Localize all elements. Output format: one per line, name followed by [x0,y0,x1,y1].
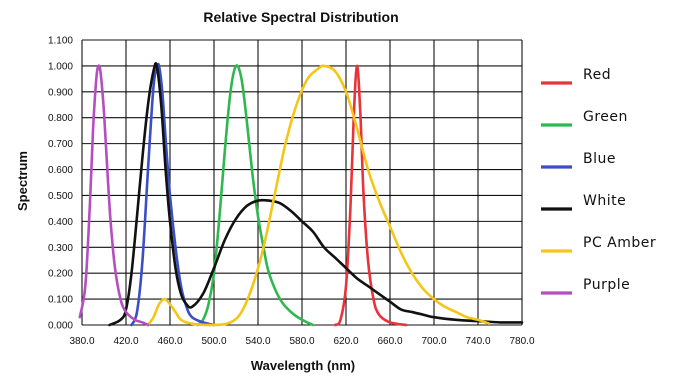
legend: Red Green Blue White PC Amber Purple [541,67,656,295]
x-tick-label: 540.0 [245,336,270,347]
y-tick-label: 0.100 [48,295,73,306]
x-tick-label: 580.0 [289,336,314,347]
y-tick-label: 1.000 [48,61,73,72]
y-tick-label: 0.900 [48,87,73,98]
y-tick-label: 0.800 [48,113,73,124]
x-axis-label: Wavelength (nm) [251,358,355,373]
series-line-pc-amber [146,64,491,327]
legend-label-blue: Blue [583,151,616,167]
legend-label-white: White [583,193,626,209]
y-tick-label: 1.100 [48,36,73,47]
x-tick-label: 700.0 [421,336,446,347]
x-tick-label: 380.0 [69,336,94,347]
x-tick-label: 660.0 [377,336,402,347]
legend-label-pc-amber: PC Amber [583,235,656,251]
y-tick-label: 0.200 [48,269,73,280]
series-line-red [333,64,408,327]
x-tick-label: 620.0 [333,336,358,347]
x-tick-label: 740.0 [465,336,490,347]
x-tick-labels: 380.0 420.0 460.0 500.0 540.0 580.0 620.0 660.0… [69,336,534,347]
x-tick-label: 500.0 [201,336,226,347]
y-tick-label: 0.300 [48,243,73,254]
legend-label-red: Red [583,67,611,83]
y-tick-label: 0.700 [48,139,73,150]
x-tick-label: 780.0 [509,336,534,347]
y-tick-labels: 0.000 0.100 0.200 0.300 0.400 0.500 0.600 0.700… [48,36,73,332]
y-tick-label: 0.000 [48,321,73,332]
y-tick-label: 0.600 [48,165,73,176]
x-tick-label: 460.0 [157,336,182,347]
series-line-green [196,64,315,327]
legend-label-green: Green [583,109,628,125]
y-axis-label: Spectrum [15,151,30,211]
x-tick-label: 420.0 [113,336,138,347]
series-line-purple [78,64,150,327]
series-line-blue [130,62,216,327]
series-lines [78,62,524,327]
y-tick-label: 0.400 [48,217,73,228]
legend-label-purple: Purple [583,277,630,293]
y-tick-label: 0.500 [48,191,73,202]
series-line-white [108,62,524,327]
chart-title: Relative Spectral Distribution [203,9,398,25]
